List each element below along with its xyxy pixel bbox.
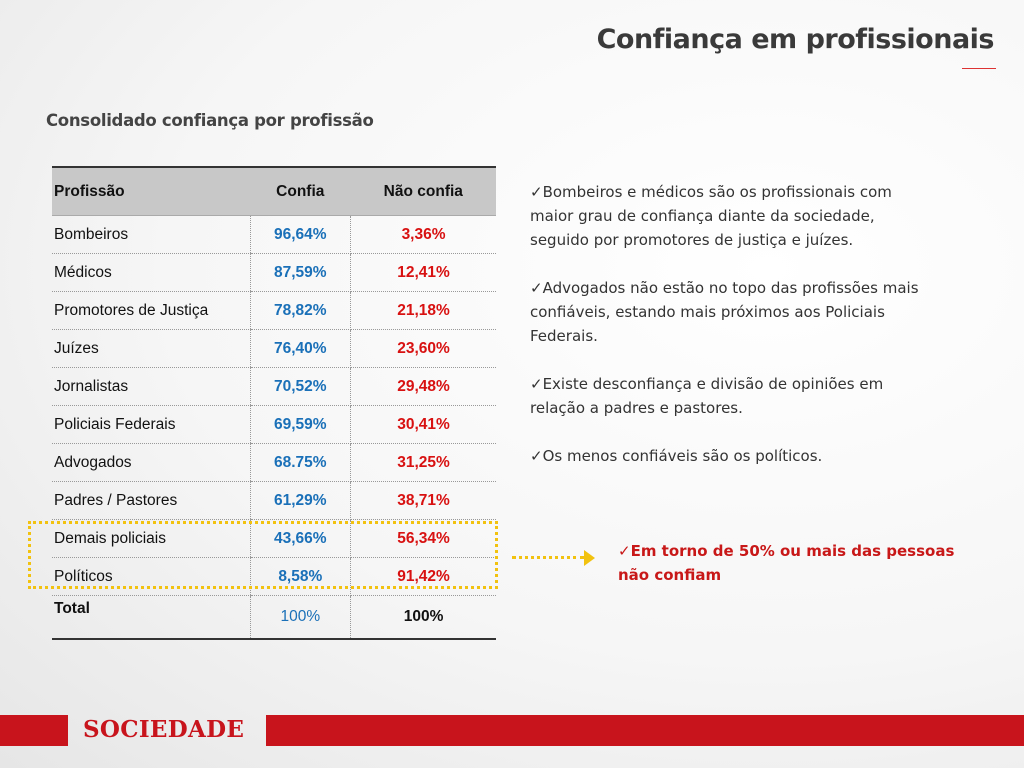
profession-cell: Jornalistas (52, 367, 250, 406)
total-trust-cell: 100% (249, 595, 352, 640)
distrust-cell: 30,41% (350, 405, 496, 444)
footer-section-label: SOCIEDADE (83, 716, 245, 743)
profession-cell: Políticos (52, 557, 250, 596)
table-row: Promotores de Justiça 78,82% 21,18% (52, 291, 496, 330)
trust-cell: 87,59% (249, 253, 352, 292)
table-row: Jornalistas 70,52% 29,48% (52, 367, 496, 406)
distrust-cell: 38,71% (350, 481, 496, 520)
callout-note: ✓Em torno de 50% ou mais das pessoas não… (618, 542, 955, 584)
table-row: Demais policiais 43,66% 56,34% (52, 519, 496, 558)
column-header-distrust: Não confia (350, 166, 496, 216)
table-row: Políticos 8,58% 91,42% (52, 557, 496, 596)
table-row: Médicos 87,59% 12,41% (52, 253, 496, 292)
total-distrust-cell: 100% (350, 595, 496, 640)
table-row: Juízes 76,40% 23,60% (52, 329, 496, 368)
profession-cell: Padres / Pastores (52, 481, 250, 520)
table-row: Policiais Federais 69,59% 30,41% (52, 405, 496, 444)
distrust-cell: 3,36% (350, 215, 496, 254)
arrow-right-icon (584, 550, 595, 566)
footer-bar-right (266, 715, 1024, 746)
confidence-table: Profissão Confia Não confia Bombeiros 96… (52, 166, 496, 640)
section-subtitle: Consolidado confiança por profissão (46, 111, 374, 130)
profession-cell: Promotores de Justiça (52, 291, 250, 330)
trust-cell: 68.75% (249, 443, 352, 482)
distrust-cell: 21,18% (350, 291, 496, 330)
title-underline (962, 68, 996, 69)
bullet-item: ✓Os menos confiáveis são os políticos. (530, 447, 823, 465)
profession-cell: Médicos (52, 253, 250, 292)
page-title: Confiança em profissionais (596, 24, 995, 55)
table-row: Bombeiros 96,64% 3,36% (52, 215, 496, 254)
trust-cell: 69,59% (249, 405, 352, 444)
distrust-cell: 29,48% (350, 367, 496, 406)
trust-cell: 8,58% (249, 557, 352, 596)
arrow-connector (512, 556, 584, 559)
trust-cell: 61,29% (249, 481, 352, 520)
distrust-cell: 56,34% (350, 519, 496, 558)
table-header-row: Profissão Confia Não confia (52, 166, 496, 216)
trust-cell: 43,66% (249, 519, 352, 558)
distrust-cell: 12,41% (350, 253, 496, 292)
bullet-list: ✓Bombeiros e médicos são os profissionai… (530, 180, 930, 492)
table-row: Advogados 68.75% 31,25% (52, 443, 496, 482)
distrust-cell: 23,60% (350, 329, 496, 368)
profession-cell: Policiais Federais (52, 405, 250, 444)
distrust-cell: 31,25% (350, 443, 496, 482)
table-row: Padres / Pastores 61,29% 38,71% (52, 481, 496, 520)
column-header-profession: Profissão (52, 166, 250, 216)
profession-cell: Bombeiros (52, 215, 250, 254)
profession-cell: Juízes (52, 329, 250, 368)
bullet-item: ✓Existe desconfiança e divisão de opiniõ… (530, 375, 884, 417)
highlight-box (28, 521, 498, 589)
trust-cell: 76,40% (249, 329, 352, 368)
distrust-cell: 91,42% (350, 557, 496, 596)
trust-cell: 70,52% (249, 367, 352, 406)
column-header-trust: Confia (250, 166, 351, 216)
trust-cell: 96,64% (249, 215, 352, 254)
bullet-item: ✓Advogados não estão no topo das profiss… (530, 279, 919, 345)
table-total-row: Total 100% 100% (52, 595, 496, 640)
bullet-item: ✓Bombeiros e médicos são os profissionai… (530, 183, 892, 249)
profession-cell: Demais policiais (52, 519, 250, 558)
profession-cell: Advogados (52, 443, 250, 482)
trust-cell: 78,82% (249, 291, 352, 330)
footer-bar-left (0, 715, 68, 746)
total-label-cell: Total (52, 595, 250, 640)
